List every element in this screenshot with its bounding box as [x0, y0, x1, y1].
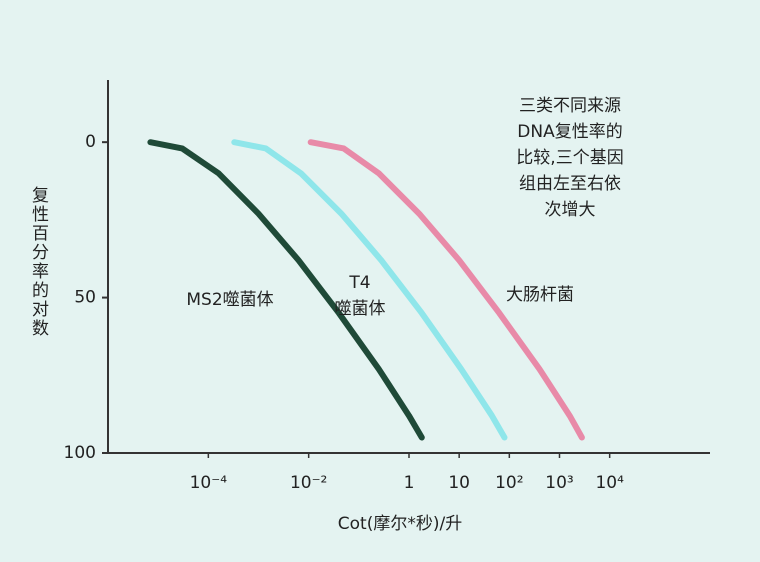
x-axis-label: Cot(摩尔*秒)/升 [338, 514, 462, 534]
curve [307, 139, 585, 441]
x-tick-label: 1 [404, 473, 415, 493]
y-axis-label: 复性百分率的对数 [28, 186, 49, 338]
note: 三类不同来源 [519, 96, 621, 116]
curve-label: 大肠杆菌 [506, 285, 574, 305]
note: 比较,三个基因 [516, 148, 623, 168]
note: 组由左至右依 [519, 174, 621, 194]
curve-label: T4 [348, 273, 370, 293]
y-tick-label: 0 [85, 132, 96, 152]
note: DNA复性率的 [517, 122, 622, 142]
curve-label: MS2噬菌体 [186, 290, 273, 310]
x-tick-label: 10⁻⁴ [190, 473, 228, 493]
curve [147, 139, 425, 441]
x-tick-label: 10⁴ [595, 473, 624, 493]
y-tick-label: 100 [64, 443, 96, 463]
curve [231, 139, 508, 441]
x-tick-label: 10 [448, 473, 470, 493]
y-tick-label: 50 [74, 288, 96, 308]
note: 次增大 [545, 200, 596, 220]
x-tick-label: 10⁻² [290, 473, 327, 493]
x-tick-label: 10² [495, 473, 523, 493]
x-tick-label: 10³ [545, 473, 573, 493]
curve-label: 噬菌体 [335, 299, 386, 319]
